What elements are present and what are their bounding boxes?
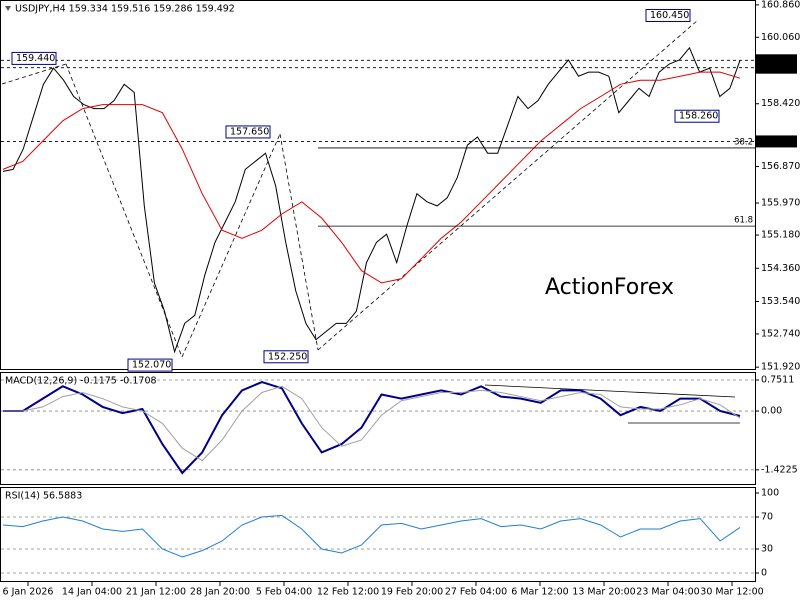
x-tick-label: 12 Feb 12:00 xyxy=(317,587,379,598)
y-tick-label: 154.360 xyxy=(761,263,800,274)
rsi-panel xyxy=(0,487,756,582)
y-tick-label: -1.4225 xyxy=(761,464,798,475)
annotation-label: 159.440 xyxy=(16,53,55,64)
x-tick-label: 21 Jan 12:00 xyxy=(126,587,186,598)
annotation-label: 157.650 xyxy=(230,126,269,137)
annotation-box xyxy=(127,358,173,372)
y-tick-label: 152.740 xyxy=(761,328,800,339)
y-tick-label: 160.060 xyxy=(761,32,800,43)
price-panel xyxy=(0,0,756,370)
panel-title: USDJPY,H4 159.334 159.516 159.286 159.49… xyxy=(15,4,235,15)
y-tick-label: 0.7511 xyxy=(761,375,794,386)
series-line xyxy=(3,381,741,475)
x-tick-label: 6 Mar 12:00 xyxy=(511,587,568,598)
trendlines xyxy=(1,19,699,358)
annotation-label: 152.250 xyxy=(268,351,307,362)
annotation-label: 160.450 xyxy=(650,10,689,21)
annotation-label: 152.070 xyxy=(132,360,171,371)
price-label-box xyxy=(756,135,797,148)
panel-title: MACD(12,26,9) -0.1175 -0.1708 xyxy=(5,376,157,387)
macd-panel xyxy=(0,372,756,485)
y-tick-label: 30 xyxy=(761,544,773,555)
x-tick-label: 13 Mar 20:00 xyxy=(572,587,635,598)
y-tick-label: 0 xyxy=(761,568,767,579)
price-label: 159.492 xyxy=(758,55,797,66)
x-tick-label: 19 Feb 20:00 xyxy=(381,587,443,598)
y-tick-label: 155.180 xyxy=(761,230,800,241)
y-tick-label: 70 xyxy=(761,512,773,523)
y-tick-label: 156.870 xyxy=(761,161,800,172)
y-tick-label: 0.00 xyxy=(761,406,782,417)
y-tick-label: 153.540 xyxy=(761,296,800,307)
y-tick-label: 100 xyxy=(761,488,779,499)
y-tick-label: 158.420 xyxy=(761,98,800,109)
x-tick-label: 23 Mar 04:00 xyxy=(636,587,699,598)
fib-label: 38.2 xyxy=(734,137,753,147)
macd-lines xyxy=(484,384,740,424)
trendline xyxy=(484,384,736,398)
annotation-box xyxy=(674,109,720,123)
x-tick-label: 14 Jan 04:00 xyxy=(62,587,122,598)
series-line xyxy=(2,46,741,354)
x-tick-label: 28 Jan 20:00 xyxy=(190,587,250,598)
symbol-icon xyxy=(5,6,11,11)
series-line xyxy=(2,71,741,284)
panel-title: RSI(14) 56.5883 xyxy=(5,491,82,502)
price-label: 159.310 xyxy=(758,62,797,73)
annotation-box xyxy=(645,8,691,22)
annotation-label: 158.260 xyxy=(679,111,718,122)
fib-label: 61.8 xyxy=(734,216,753,226)
trendline xyxy=(279,133,319,351)
y-tick-label: 155.970 xyxy=(761,198,800,209)
y-tick-label: 160.860 xyxy=(761,0,800,10)
price-label-box xyxy=(756,61,797,74)
x-tick-label: 27 Feb 04:00 xyxy=(445,587,507,598)
annotation-box xyxy=(11,51,57,65)
watermark: ActionForex xyxy=(545,275,674,300)
x-tick-label: 30 Mar 12:00 xyxy=(700,587,763,598)
series-line xyxy=(2,514,741,558)
price-label: 157.490 xyxy=(758,136,797,147)
y-tick-label: 151.920 xyxy=(761,362,800,373)
x-tick-label: 5 Feb 04:00 xyxy=(256,587,312,598)
annotation-box xyxy=(263,350,309,364)
x-tick-label: 6 Jan 2026 xyxy=(3,587,54,598)
trendline xyxy=(181,133,281,358)
trendline xyxy=(65,63,183,358)
annotation-box xyxy=(225,125,271,139)
series-line xyxy=(3,385,741,462)
